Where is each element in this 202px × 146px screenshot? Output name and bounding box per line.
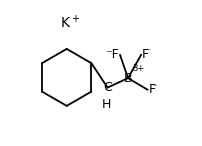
Text: +: + <box>71 14 79 24</box>
Text: ⁻F: ⁻F <box>105 47 119 61</box>
Text: F: F <box>149 83 156 96</box>
Text: K: K <box>61 16 70 30</box>
Text: ⁻: ⁻ <box>153 83 157 92</box>
Text: ⁻: ⁻ <box>146 47 150 56</box>
Text: F: F <box>142 47 149 61</box>
Text: 3+: 3+ <box>133 64 145 73</box>
Text: C: C <box>103 81 112 94</box>
Text: H: H <box>101 98 111 111</box>
Text: B: B <box>124 72 132 85</box>
